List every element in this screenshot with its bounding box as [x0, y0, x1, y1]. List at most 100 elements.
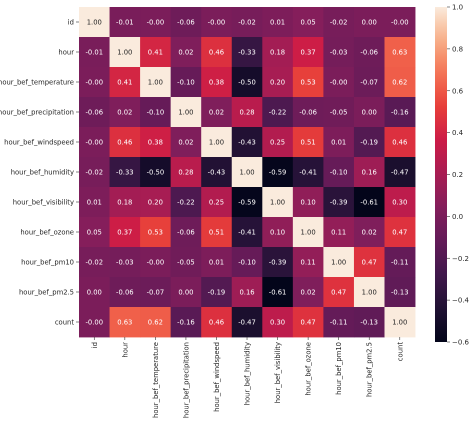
heatmap-cell — [79, 97, 110, 128]
heatmap-cell — [323, 97, 355, 128]
cell-value-label: -0.10 — [238, 259, 256, 267]
heatmap-cell — [323, 307, 355, 338]
heatmap-cell — [384, 217, 416, 248]
cell-value-label: -0.02 — [330, 19, 348, 27]
cell-value-label: 1.00 — [331, 259, 346, 267]
cell-value-label: 0.38 — [148, 139, 163, 147]
cell-value-label: -0.10 — [147, 109, 165, 117]
cell-value-label: -0.01 — [116, 19, 134, 27]
cell-value-label: 0.46 — [392, 139, 407, 147]
cell-value-label: 0.20 — [270, 79, 285, 87]
cell-value-label: -0.02 — [85, 169, 103, 177]
cell-value-label: -0.00 — [85, 139, 103, 147]
heatmap-cell — [109, 157, 141, 188]
heatmap-cell — [201, 247, 233, 278]
heatmap-cell — [201, 127, 233, 158]
heatmap-cell — [109, 67, 141, 98]
cell-value-label: -0.61 — [360, 199, 378, 207]
heatmap-cell — [79, 7, 110, 38]
cell-value-label: 1.00 — [392, 319, 407, 327]
heatmap-cell — [384, 97, 416, 128]
heatmap-cell — [140, 307, 172, 338]
x-tick-label: id — [91, 342, 99, 348]
heatmap-cell — [170, 37, 202, 68]
cell-value-label: -0.16 — [177, 319, 195, 327]
heatmap-cell — [262, 247, 294, 278]
cell-value-label: 1.00 — [148, 79, 163, 87]
heatmap-cell — [140, 277, 172, 308]
x-tick-label: hour_bef_visibility — [274, 342, 282, 403]
y-tick-labels: id hour hour_bef_temperature hour_bef_preci… — [0, 19, 79, 327]
cell-value-label: 0.62 — [148, 319, 163, 327]
cell-value-label: 0.10 — [270, 229, 285, 237]
heatmap-cell — [109, 277, 141, 308]
heatmap-cell — [79, 307, 110, 338]
heatmap-cell — [384, 277, 416, 308]
heatmap-cell — [109, 127, 141, 158]
cell-value-label: -0.00 — [208, 19, 226, 27]
cell-value-label: -0.41 — [238, 229, 256, 237]
heatmap-cell — [262, 7, 294, 38]
cell-value-label: 0.47 — [362, 259, 377, 267]
heatmap-cell — [292, 307, 324, 338]
cell-value-label: -0.50 — [238, 79, 256, 87]
x-tick-label: hour_bef_pm2.5 — [366, 342, 374, 397]
cell-value-label: -0.22 — [269, 109, 287, 117]
heatmap-cells: 1.00 -0.01 -0.00 -0.06 -0.00 -0.02 0.01 0.05 -0.… — [79, 7, 416, 338]
cell-value-label: 0.02 — [178, 49, 193, 57]
cell-value-label: 0.00 — [178, 289, 193, 297]
heatmap-cell — [262, 67, 294, 98]
cell-value-label: -0.33 — [238, 49, 256, 57]
cell-value-label: -0.39 — [269, 259, 287, 267]
heatmap-cell — [292, 97, 324, 128]
cell-value-label: -0.11 — [330, 319, 348, 327]
cell-value-label: -0.13 — [391, 289, 409, 297]
cell-value-label: 0.02 — [178, 139, 193, 147]
heatmap-cell — [353, 7, 385, 38]
heatmap-cell — [262, 127, 294, 158]
cell-value-label: 0.01 — [270, 19, 285, 27]
heatmap-cell — [170, 217, 202, 248]
heatmap-cell — [231, 37, 263, 68]
heatmap-cell — [231, 247, 263, 278]
cell-value-label: 0.41 — [148, 49, 163, 57]
heatmap-cell — [170, 127, 202, 158]
heatmap-cell — [109, 187, 141, 218]
cell-value-label: -0.02 — [238, 19, 256, 27]
y-tick-label: hour_bef_temperature — [0, 79, 74, 87]
cell-value-label: 0.28 — [239, 109, 254, 117]
heatmap-cell — [353, 307, 385, 338]
cell-value-label: 0.47 — [392, 229, 407, 237]
heatmap-cell — [292, 187, 324, 218]
colorbar-tick-label: 0.2 — [452, 171, 463, 179]
heatmap-cell — [262, 307, 294, 338]
heatmap-cell — [79, 277, 110, 308]
heatmap-cell — [140, 37, 172, 68]
heatmap-cell — [201, 157, 233, 188]
cell-value-label: -0.33 — [116, 169, 134, 177]
colorbar-tick-label: −0.2 — [452, 255, 469, 263]
cell-value-label: 0.51 — [209, 229, 224, 237]
cell-value-label: -0.16 — [391, 109, 409, 117]
heatmap-cell — [170, 67, 202, 98]
cell-value-label: 0.11 — [301, 259, 316, 267]
heatmap-cell — [353, 127, 385, 158]
heatmap-cell — [323, 127, 355, 158]
heatmap-cell — [292, 277, 324, 308]
cell-value-label: 0.47 — [331, 289, 346, 297]
cell-value-label: -0.05 — [330, 109, 348, 117]
heatmap-cell — [292, 157, 324, 188]
heatmap-cell — [170, 157, 202, 188]
x-tick-labels: id hour hour_bef_temperature hour_bef_preci… — [91, 337, 404, 418]
cell-value-label: -0.02 — [85, 259, 103, 267]
heatmap-cell — [201, 97, 233, 128]
heatmap-cell — [292, 217, 324, 248]
cell-value-label: 0.46 — [209, 49, 224, 57]
heatmap-cell — [231, 157, 263, 188]
heatmap-cell — [170, 187, 202, 218]
heatmap-cell — [323, 217, 355, 248]
heatmap-cell — [79, 67, 110, 98]
heatmap-cell — [353, 37, 385, 68]
heatmap-cell — [109, 97, 141, 128]
cell-value-label: -0.13 — [360, 319, 378, 327]
